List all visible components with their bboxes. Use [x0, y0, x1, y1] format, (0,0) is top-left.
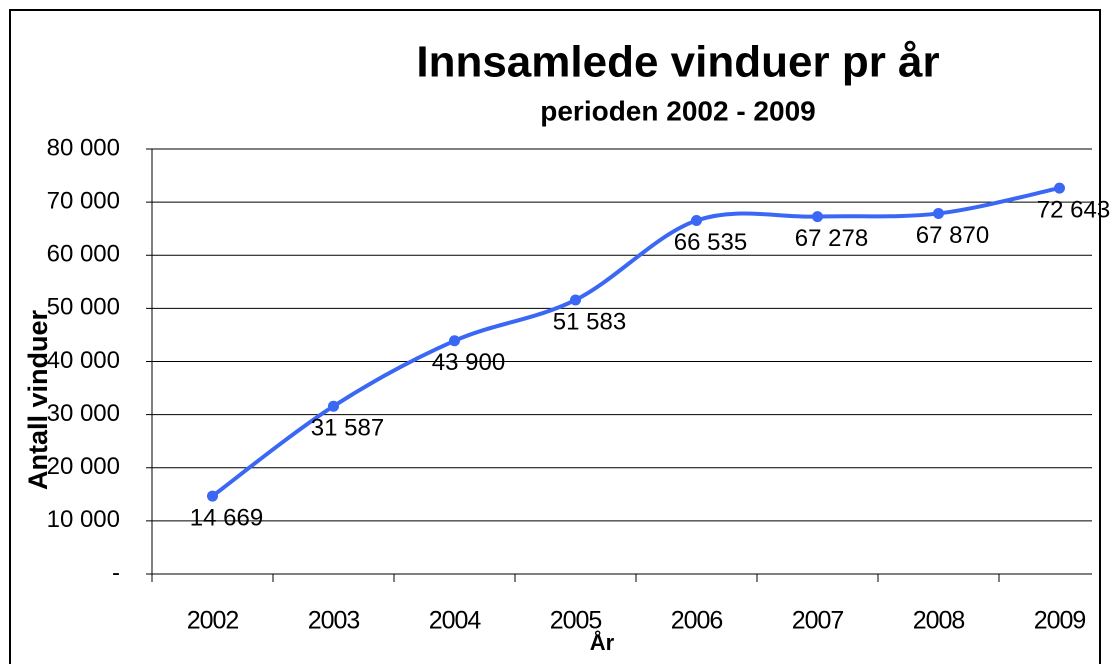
y-tick-label: 20 000 [47, 453, 120, 480]
y-axis-label: Antall vinduer [23, 310, 53, 491]
point [570, 294, 581, 306]
data-label: 51 583 [553, 308, 626, 335]
y-tick-label: 50 000 [47, 294, 120, 321]
x-tick-label: 2007 [792, 607, 844, 635]
y-tick-label: 40 000 [47, 347, 120, 374]
chart-title: Innsamlede vinduer pr år [416, 38, 939, 87]
point [812, 211, 823, 223]
chart-subtitle: perioden 2002 - 2009 [540, 95, 815, 126]
data-label: 14 669 [190, 504, 263, 531]
chart-frame [9, 9, 1101, 664]
y-tick-label: - [112, 559, 120, 586]
point [933, 207, 944, 219]
x-tick-label: 2009 [1034, 607, 1086, 635]
x-axis-label: År [590, 629, 615, 655]
data-label: 72 643 [1037, 196, 1110, 223]
data-label: 43 900 [432, 349, 505, 376]
x-tick-label: 2008 [913, 607, 965, 635]
point [207, 490, 218, 502]
x-tick-label: 2006 [671, 607, 723, 635]
x-tick-label: 2004 [429, 607, 482, 635]
data-label: 66 535 [674, 229, 747, 256]
y-tick-label: 60 000 [47, 241, 120, 268]
x-tick-label: 2003 [308, 607, 360, 635]
data-label: 67 278 [795, 225, 868, 252]
series-line [211, 186, 1060, 498]
data-label: 67 870 [916, 222, 989, 249]
y-tick-label: 70 000 [47, 187, 120, 214]
y-tick-label: 10 000 [47, 506, 120, 533]
x-tick-label: 2005 [550, 607, 602, 635]
y-tick-label: 30 000 [47, 400, 120, 427]
point [449, 335, 460, 347]
y-tick-label: 80 000 [47, 134, 120, 161]
point [1054, 182, 1065, 194]
x-tick-label: 2002 [187, 607, 239, 635]
data-label: 31 587 [311, 415, 384, 442]
point [328, 400, 339, 412]
point [691, 215, 702, 227]
